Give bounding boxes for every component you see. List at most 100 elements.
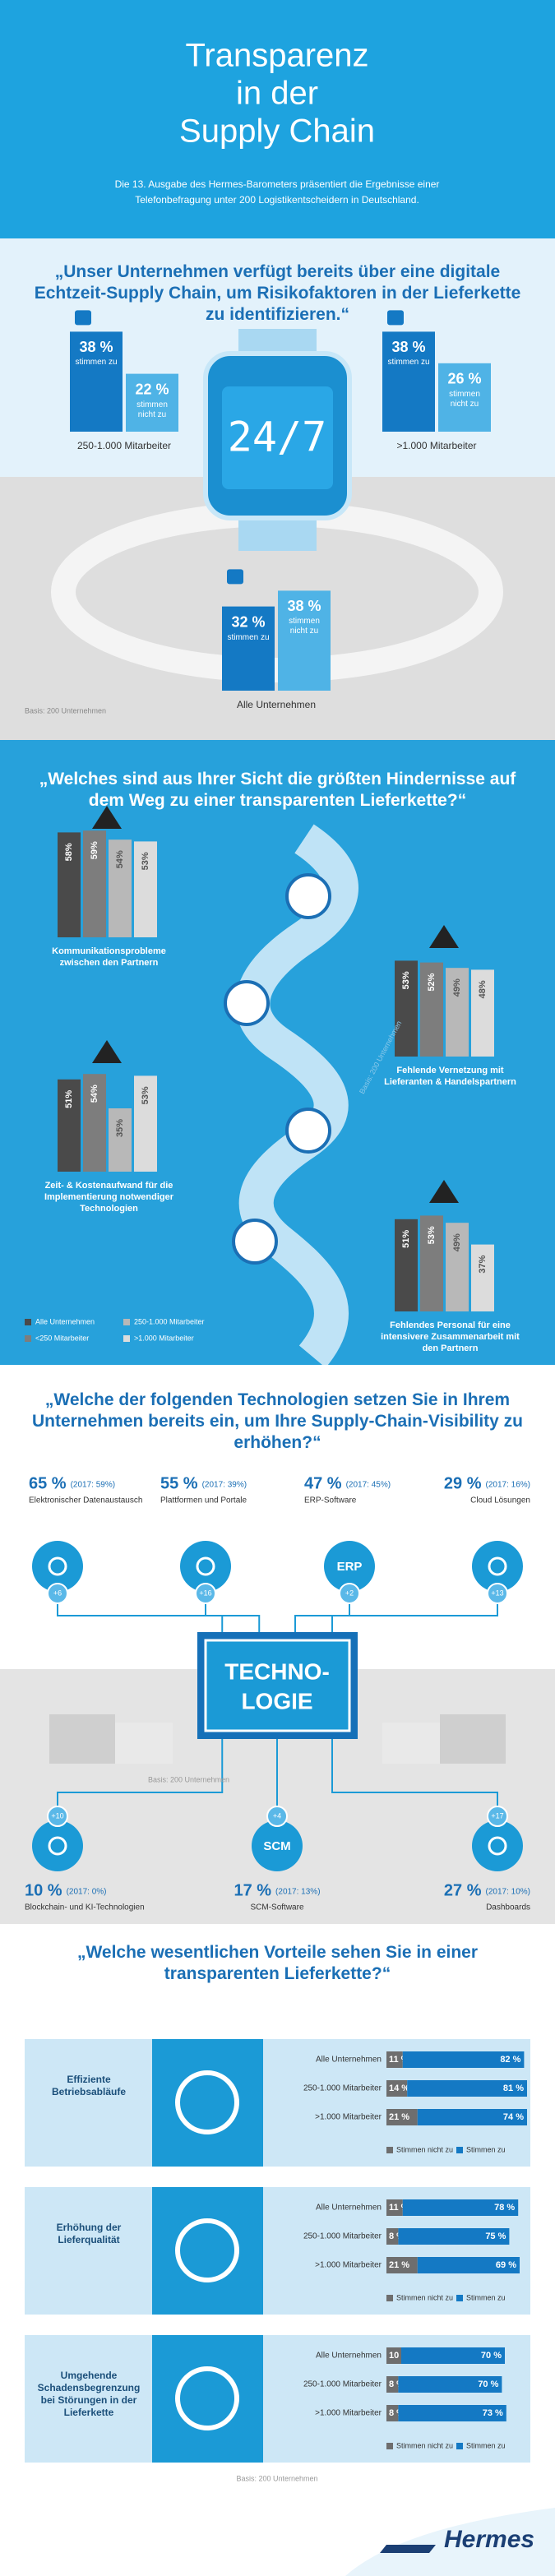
value-label: 38 % — [79, 339, 113, 355]
icon — [488, 1556, 507, 1576]
legend-label: Stimmen zu — [466, 2293, 506, 2301]
panel-title: Erhöhung der Lieferqualität — [56, 2222, 122, 2245]
icon-label: SCM — [263, 1839, 290, 1853]
value-label: 10 % — [25, 1881, 62, 1899]
bar — [58, 1079, 81, 1172]
note: Basis: 200 Unternehmen — [236, 2474, 317, 2482]
value-label: 51% — [64, 1090, 74, 1108]
panel-title-box: Effiziente Betriebsabläufe — [51, 2074, 127, 2097]
bubble — [180, 1541, 231, 1592]
category-label: >1.000 Mitarbeiter — [315, 2261, 382, 2270]
category-label: Cloud Lösungen — [470, 1496, 530, 1505]
change-badge — [339, 1583, 360, 1604]
bar — [386, 2051, 403, 2068]
prior-label: (2017: 59%) — [71, 1481, 115, 1490]
legend-label: 250-1.000 Mitarbeiter — [134, 1317, 205, 1325]
change-label: +16 — [199, 1589, 211, 1597]
legend-swatch — [123, 1335, 130, 1342]
value-label: 74 % — [503, 2112, 524, 2122]
panel-title-box: Umgehende Schadensbegrenzung bei Störung… — [37, 2370, 141, 2418]
icon — [387, 310, 404, 326]
bubble — [32, 1541, 83, 1592]
icon — [196, 1556, 215, 1576]
panel-title: Effiziente Betriebsabläufe — [51, 2074, 127, 2097]
icon — [48, 1556, 67, 1576]
icon-panel — [152, 2039, 263, 2167]
category-label: Alle Unternehmen — [316, 2352, 382, 2361]
bar — [386, 2080, 408, 2097]
bar — [402, 2051, 525, 2068]
series-label: stimmen nicht zu — [449, 389, 480, 409]
category-label: Alle Unternehmen — [237, 699, 316, 710]
legend-swatch — [25, 1335, 31, 1342]
road-icon — [285, 873, 331, 919]
series-label-box: stimmen zu — [227, 633, 269, 642]
series-label: stimmen zu — [75, 358, 118, 368]
section-bg — [0, 1365, 555, 1669]
bar — [386, 2376, 399, 2393]
bar — [386, 2405, 399, 2421]
legend-label: Stimmen nicht zu — [396, 2145, 453, 2153]
value-label: 53% — [141, 852, 150, 870]
value-label: 47 % — [304, 1474, 342, 1492]
category-label: Dashboards — [486, 1903, 530, 1912]
legend-swatch — [456, 2443, 463, 2449]
bubble — [252, 1820, 303, 1871]
value-label: 38 % — [391, 339, 425, 355]
value-label: 49% — [452, 1233, 462, 1251]
change-badge — [487, 1583, 508, 1604]
value-label: 59% — [90, 841, 99, 859]
bar — [386, 2347, 401, 2364]
section-title: „Unser Unternehmen verfügt bereits über … — [34, 262, 521, 324]
watch-screen — [222, 386, 333, 489]
subtitle: Telefonbefragung unter 200 Logistikentsc… — [135, 194, 419, 206]
change-label: +13 — [491, 1589, 503, 1597]
bar — [471, 1244, 494, 1311]
series-label: stimmen nicht zu — [289, 617, 320, 636]
road — [235, 824, 358, 1368]
category-label: >1.000 Mitarbeiter — [315, 2409, 382, 2418]
icon — [48, 1836, 67, 1856]
series-label: stimmen nicht zu — [136, 400, 168, 419]
series-label-box: stimmen zu — [387, 358, 429, 367]
icon-label: ERP — [337, 1560, 363, 1574]
category-label: 250-1.000 Mitarbeiter — [77, 440, 171, 451]
category-label-box: Kommunikationsprobleme zwischen den Part… — [52, 946, 166, 968]
series-label-box: stimmen zu — [75, 358, 118, 368]
legend-label: Stimmen nicht zu — [396, 2441, 453, 2449]
category-label: 250-1.000 Mitarbeiter — [303, 2232, 382, 2241]
value-label: 53% — [401, 971, 411, 989]
warning-icon — [429, 1180, 459, 1203]
icon-panel — [152, 2335, 263, 2463]
icon-panel — [152, 2187, 263, 2315]
icon — [75, 310, 91, 326]
change-badge — [47, 1583, 68, 1604]
panel-title: Umgehende Schadensbegrenzung bei Störung… — [37, 2370, 141, 2418]
value-label: 81 % — [503, 2083, 524, 2093]
prior-label: (2017: 10%) — [486, 1888, 530, 1897]
bar — [398, 2405, 506, 2421]
bar — [395, 1219, 418, 1311]
legend-swatch — [456, 2295, 463, 2301]
center-label: TECHNO- — [224, 1658, 330, 1684]
parcel — [382, 1723, 440, 1764]
legend-label: <250 Mitarbeiter — [35, 1334, 89, 1342]
value-label: 21 % — [389, 2260, 409, 2270]
icon — [488, 1836, 507, 1856]
change-label: +6 — [53, 1589, 62, 1597]
change-badge — [487, 1806, 508, 1827]
bar — [70, 331, 123, 432]
bar — [417, 2109, 527, 2125]
value-label: 69 % — [496, 2260, 516, 2270]
value-label: 26 % — [447, 371, 481, 387]
bubble — [32, 1820, 83, 1871]
category-label: Fehlendes Personal für eine intensivere … — [381, 1320, 520, 1353]
section-title: „Welche wesentlichen Vorteile sehen Sie … — [76, 1943, 479, 1983]
value-label: 53% — [427, 1226, 437, 1244]
value-label: 75 % — [485, 2231, 506, 2241]
bar — [386, 2257, 418, 2273]
legend-swatch — [123, 1319, 130, 1325]
section-title: „Welches sind aus Ihrer Sicht die größte… — [39, 770, 516, 810]
bar — [446, 968, 469, 1057]
